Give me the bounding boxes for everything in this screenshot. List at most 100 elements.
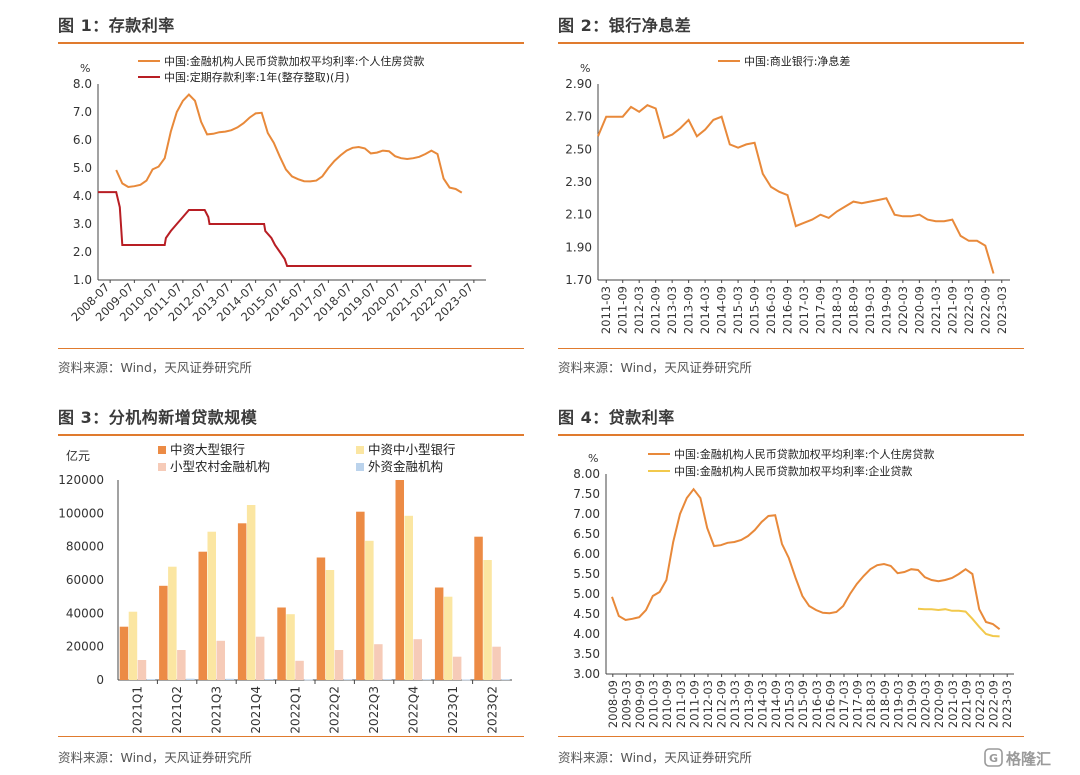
bar [483, 560, 492, 680]
x-tick-label: 2013-03 [665, 286, 679, 334]
y-tick-label: 4.0 [73, 189, 92, 203]
bar [128, 611, 138, 680]
nim-chart: % 2.90 2.70 2.50 2.30 2.10 1.90 1.70 2011-03 2011… [565, 54, 1010, 334]
bar [395, 480, 404, 680]
bar [304, 679, 313, 681]
nim-line [597, 104, 995, 274]
x-tick-label: 2011-03 [599, 286, 613, 334]
x-tick-label: 2012-09 [715, 680, 729, 728]
bar [422, 679, 431, 681]
bar [443, 596, 453, 680]
bar [146, 679, 156, 680]
bar [277, 607, 286, 680]
x-tick-label: 2021-09 [945, 286, 959, 334]
source-rule [58, 348, 524, 349]
x-tick-label: 2017-09 [851, 680, 865, 728]
bar [295, 660, 304, 680]
source-rule [558, 348, 1024, 349]
bar [207, 531, 216, 680]
x-tick-label: 2021Q1 [131, 686, 145, 734]
watermark-logo: G 格隆汇 [984, 747, 1068, 769]
x-tick-label: 2012-09 [649, 286, 663, 334]
x-tick-label: 2018-03 [830, 286, 844, 334]
panel-title: 图 3：分机构新增贷款规模 [58, 408, 258, 427]
y-tick-label: 0 [96, 673, 104, 687]
bar [434, 587, 444, 680]
legend-label: 中国:金融机构人民币贷款加权平均利率:个人住房贷款 [674, 447, 934, 461]
x-tick-label: 2021Q3 [210, 686, 224, 734]
x-tick-label: 2015-03 [731, 286, 745, 334]
legend-label: 小型农村金融机构 [170, 459, 270, 474]
x-tick-label: 2023-03 [995, 286, 1009, 334]
x-tick-label: 2016-09 [823, 680, 837, 728]
bar [356, 511, 365, 680]
legend-label: 中国:金融机构人民币贷款加权平均利率:企业贷款 [674, 464, 912, 478]
source-note: 资料来源：Wind，天风证券研究所 [558, 750, 752, 765]
bar [365, 540, 374, 680]
y-tick-label: 4.50 [573, 607, 600, 621]
source-rule [558, 736, 1024, 737]
x-tick-label: 2017-09 [813, 286, 827, 334]
x-tick-label: 2020-09 [912, 286, 926, 334]
y-tick-label: 2.30 [565, 175, 592, 189]
y-tick-label: 3.0 [73, 217, 92, 231]
x-tick-label: 2021Q4 [249, 686, 263, 734]
bar [343, 679, 353, 681]
legend-label: 中国:商业银行:净息差 [744, 54, 850, 68]
panel-title: 图 2：银行净息差 [558, 16, 692, 35]
deposit-rate-chart: %8.07.06.05.04.03.02.01.02008-072009-072… [68, 54, 486, 324]
bar [255, 636, 265, 680]
bar [137, 660, 147, 680]
x-tick-label: 2014-09 [715, 286, 729, 334]
x-tick-label: 2019-03 [863, 286, 877, 334]
x-tick-label: 2012-03 [701, 680, 715, 728]
x-tick-label: 2018-09 [878, 680, 892, 728]
new-loans-chart: 亿元 120000 100000 80000 60000 40000 20000 0 2021Q… [58, 442, 512, 734]
bar [461, 679, 471, 681]
x-tick-label: 2013-09 [682, 286, 696, 334]
loan-rate-chart: % 8.00 7.50 7.00 6.50 6.00 5.50 5.00 4.50 4.00 3.5… [573, 447, 1014, 728]
x-tick-label: 2010-03 [647, 680, 661, 728]
bar [237, 523, 247, 680]
bar [374, 644, 383, 680]
x-tick-label: 2013-03 [728, 680, 742, 728]
y-tick-label: 80000 [66, 540, 104, 554]
mortgage-rate-line [115, 93, 463, 194]
y-axis-unit: % [580, 62, 590, 75]
bar [168, 566, 177, 680]
y-tick-label: 3.50 [573, 647, 600, 661]
x-tick-label: 2016-09 [781, 286, 795, 334]
x-tick-label: 2011-03 [674, 680, 688, 728]
source-note: 资料来源：Wind，天风证券研究所 [58, 750, 252, 765]
y-tick-label: 7.0 [73, 105, 92, 119]
panel-deposit-rate: 图 1：存款利率 % 8.0 7.0 6.0 5.0 4.0 3.0 2.0 1.0 2008-0… [58, 12, 524, 382]
x-tick-label: 2023Q2 [485, 686, 499, 734]
bar [501, 679, 510, 681]
x-tick-label: 2020-03 [896, 286, 910, 334]
x-tick-label: 2016-03 [810, 680, 824, 728]
corporate-rate-line [917, 607, 1000, 638]
bar [119, 626, 129, 680]
mortgage-rate-line [611, 487, 1001, 630]
source-note: 资料来源：Wind，天风证券研究所 [58, 360, 252, 375]
y-tick-label: 1.70 [565, 273, 592, 287]
y-tick-label: 2.70 [565, 110, 592, 124]
y-tick-label: 1.0 [73, 273, 92, 287]
bar [246, 505, 256, 680]
y-tick-label: 2.90 [565, 77, 592, 91]
title-rule [558, 434, 1024, 436]
source-note: 资料来源：Wind，天风证券研究所 [558, 360, 752, 375]
x-tick-label: 2020-09 [932, 680, 946, 728]
x-tick-label: 2010-09 [660, 680, 674, 728]
title-rule [58, 434, 524, 436]
bar [325, 570, 335, 680]
x-tick-label: 2015-09 [748, 286, 762, 334]
x-tick-label: 2022Q4 [407, 686, 421, 734]
y-tick-label: 8.0 [73, 77, 92, 91]
bar [225, 678, 234, 680]
legend-swatch [158, 446, 166, 454]
x-tick-label: 2023-03 [1000, 680, 1014, 728]
x-tick-label: 2012-03 [632, 286, 646, 334]
y-tick-label: 3.00 [573, 667, 600, 681]
y-tick-label: 5.0 [73, 161, 92, 175]
